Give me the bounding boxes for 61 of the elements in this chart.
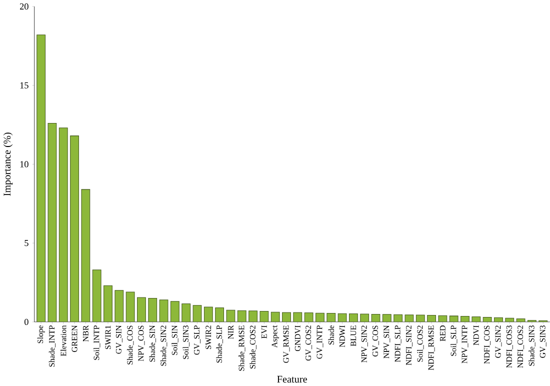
x-tick-label: Soil_SIN bbox=[172, 325, 178, 355]
x-tick-label: BLUE bbox=[350, 326, 356, 346]
x-tick-label: GV_SIN bbox=[116, 325, 122, 354]
y-tick-label: 20 bbox=[20, 3, 28, 10]
x-tick-label: NPV_SIN bbox=[384, 325, 390, 358]
bar bbox=[248, 310, 258, 322]
x-tick-label: Shade_SIN2 bbox=[160, 326, 168, 366]
bar bbox=[137, 297, 146, 322]
x-tick-label: NDFI_COS bbox=[484, 326, 491, 364]
x-tick-label: NIR bbox=[228, 325, 234, 339]
x-tick-label: Soil_COS2 bbox=[417, 326, 424, 362]
x-tick-label: NDFI_COS3 bbox=[506, 326, 513, 368]
x-tick-label: Shade_INTP bbox=[48, 326, 56, 367]
x-tick-label: Aspect bbox=[272, 325, 279, 348]
x-tick-label: GV_COS bbox=[372, 326, 379, 356]
x-tick-label: Shade_SIN bbox=[149, 325, 156, 362]
x-tick-label: Soil_INTP bbox=[93, 326, 100, 360]
x-tick-label: GV_COS2 bbox=[306, 326, 312, 361]
y-axis-title: Importance (%) bbox=[3, 132, 13, 196]
x-tick-label: Shade_COS2 bbox=[250, 326, 256, 368]
x-tick-label: Elevation bbox=[60, 325, 66, 356]
x-tick-label: NDFI_SLP bbox=[394, 326, 402, 362]
x-tick-label: NDFI_COS2 bbox=[518, 326, 524, 368]
bar bbox=[104, 285, 112, 322]
y-tick-label: 10 bbox=[20, 161, 28, 168]
x-tick-label: SWIR1 bbox=[105, 326, 111, 350]
x-tick-label: SWIR2 bbox=[206, 326, 212, 350]
x-tick-label: EVI bbox=[261, 325, 267, 338]
bar bbox=[215, 307, 224, 322]
x-tick-label: NDFI_SIN2 bbox=[406, 326, 412, 366]
x-axis-title: Feature bbox=[277, 376, 307, 383]
x-tick-label: Shade_RMSE bbox=[238, 326, 246, 371]
x-tick-label: Slope bbox=[37, 325, 45, 344]
x-tick-label: NDWI bbox=[340, 325, 346, 348]
x-tick-label: NDFI_RMSE bbox=[428, 326, 435, 370]
x-tick-label: Soil_SLP bbox=[450, 326, 458, 356]
x-tick-label: NDVI bbox=[473, 325, 479, 346]
x-tick-label: GV_RMSE bbox=[283, 326, 290, 363]
x-tick-label: GV_SIN2 bbox=[495, 326, 502, 358]
x-tick-label: GV_INTP bbox=[316, 326, 324, 359]
x-tick-label: NPV_SIN2 bbox=[361, 326, 368, 362]
x-tick-label: NBR bbox=[83, 325, 88, 342]
x-tick-label: GV_SLP bbox=[194, 326, 200, 355]
x-tick-label: RED bbox=[440, 326, 446, 342]
x-tick-label: GREEN bbox=[72, 325, 78, 352]
bar bbox=[182, 304, 191, 322]
x-tick-label: Shade_COS bbox=[126, 326, 134, 364]
x-tick-label: Shade_SIN3 bbox=[528, 326, 536, 366]
x-tick-label: GNDVI bbox=[294, 325, 300, 352]
y-tick-label: 0 bbox=[24, 318, 28, 326]
x-tick-label: NPV_COS bbox=[138, 326, 145, 362]
y-tick-label: 5 bbox=[24, 240, 28, 246]
bar bbox=[36, 34, 46, 322]
x-tick-label: Shade bbox=[328, 325, 334, 345]
x-tick-label: Shade_SLP bbox=[216, 326, 223, 363]
bar bbox=[170, 301, 180, 322]
x-tick-label: Soil_SIN3 bbox=[182, 326, 190, 359]
x-tick-label: GV_SIN3 bbox=[540, 326, 546, 358]
x-tick-label: NPV_INTP bbox=[462, 326, 468, 364]
bar bbox=[70, 136, 79, 322]
y-tick-label: 15 bbox=[20, 82, 28, 88]
